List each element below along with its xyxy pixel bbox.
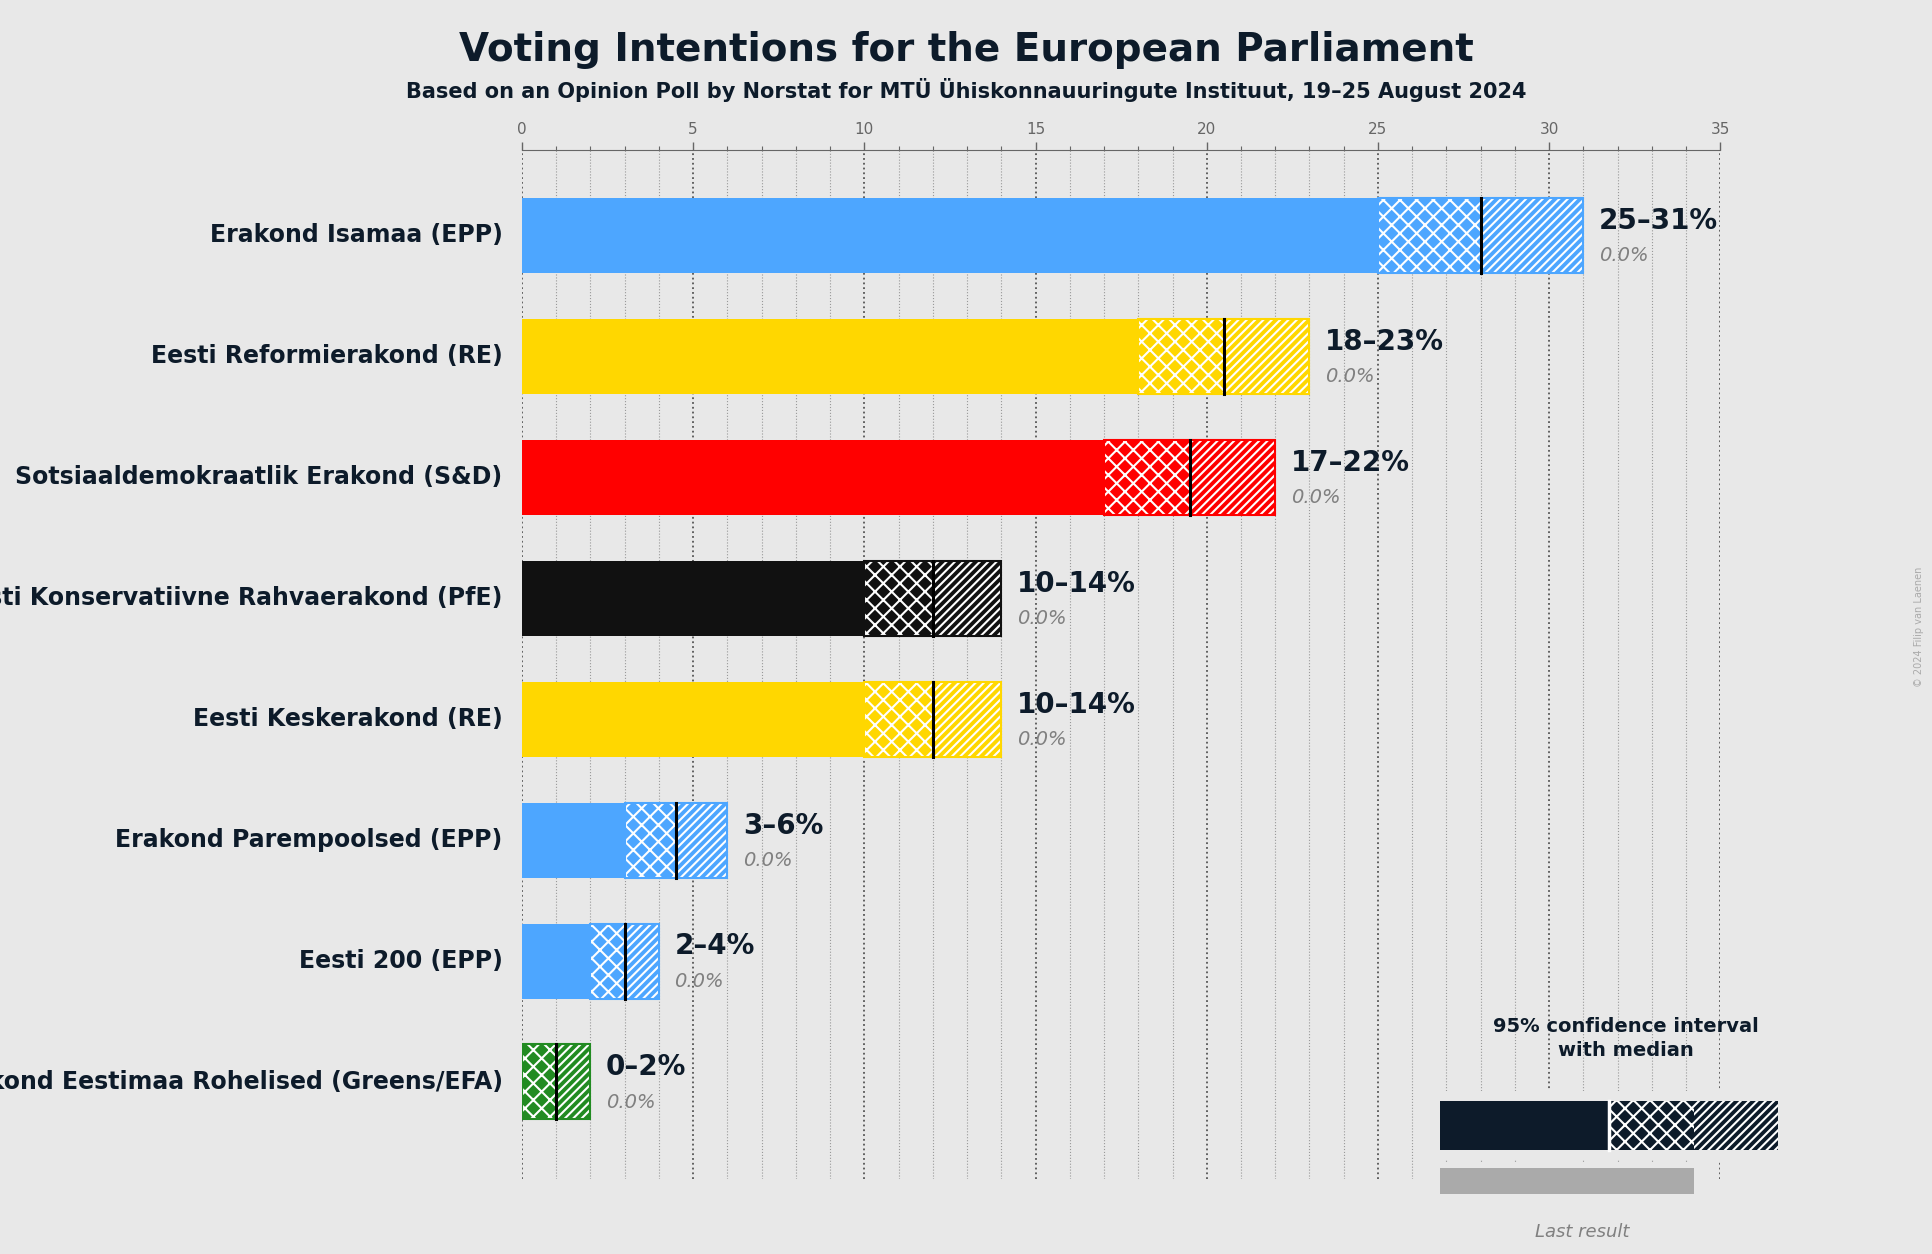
Text: 0.0%: 0.0%	[605, 1093, 655, 1112]
Text: Eesti Reformierakond (RE): Eesti Reformierakond (RE)	[151, 344, 502, 369]
Text: 0–2%: 0–2%	[605, 1053, 686, 1081]
Bar	[624, 923, 659, 998]
Bar	[1223, 319, 1308, 394]
Text: © 2024 Filip van Laenen: © 2024 Filip van Laenen	[1913, 567, 1924, 687]
Text: Voting Intentions for the European Parliament: Voting Intentions for the European Parli…	[460, 31, 1472, 69]
Bar	[1188, 440, 1275, 514]
Text: 25–31%: 25–31%	[1598, 207, 1718, 234]
Text: 0.0%: 0.0%	[1016, 730, 1066, 749]
Bar	[522, 923, 589, 998]
Text: 10–14%: 10–14%	[1016, 569, 1134, 598]
Text: 95% confidence interval
with median: 95% confidence interval with median	[1493, 1017, 1758, 1060]
Text: 0.0%: 0.0%	[1598, 246, 1648, 266]
Bar	[522, 803, 624, 878]
Bar	[1439, 1101, 1609, 1150]
Bar	[1480, 198, 1582, 272]
Bar	[1138, 319, 1223, 394]
Bar	[589, 923, 659, 998]
Bar	[522, 440, 1103, 514]
Bar	[522, 319, 1138, 394]
Bar	[864, 682, 1001, 756]
Bar	[522, 198, 1378, 272]
Bar	[556, 1045, 589, 1120]
Bar	[522, 1045, 589, 1120]
Text: Erakond Isamaa (EPP): Erakond Isamaa (EPP)	[209, 223, 502, 247]
Bar	[1138, 319, 1308, 394]
Bar	[864, 561, 933, 636]
Text: 2–4%: 2–4%	[674, 933, 753, 961]
Bar	[589, 923, 624, 998]
Text: 18–23%: 18–23%	[1323, 327, 1443, 356]
Text: 10–14%: 10–14%	[1016, 691, 1134, 719]
Text: Erakond Parempoolsed (EPP): Erakond Parempoolsed (EPP)	[116, 828, 502, 851]
Text: 17–22%: 17–22%	[1291, 449, 1408, 477]
Text: 0.0%: 0.0%	[742, 851, 792, 870]
Bar	[864, 561, 1001, 636]
Bar	[1378, 198, 1582, 272]
Text: 0.0%: 0.0%	[1291, 488, 1339, 507]
Text: Eesti Konservatiivne Rahvaerakond (PfE): Eesti Konservatiivne Rahvaerakond (PfE)	[0, 586, 502, 611]
Bar	[1378, 198, 1480, 272]
Text: 0.0%: 0.0%	[1016, 609, 1066, 628]
Text: 3–6%: 3–6%	[742, 811, 823, 839]
Bar	[1103, 440, 1275, 514]
Text: Based on an Opinion Poll by Norstat for MTÜ Ühiskonnauuringute Instituut, 19–25 : Based on an Opinion Poll by Norstat for …	[406, 78, 1526, 102]
Bar	[1439, 1167, 1692, 1194]
Bar	[624, 803, 726, 878]
Bar	[522, 1045, 556, 1120]
Bar	[1103, 440, 1188, 514]
Bar	[1609, 1101, 1692, 1150]
Text: Eesti Keskerakond (RE): Eesti Keskerakond (RE)	[193, 707, 502, 731]
Bar	[676, 803, 726, 878]
Bar	[522, 682, 864, 756]
Bar	[933, 682, 1001, 756]
Bar	[624, 803, 676, 878]
Bar	[933, 561, 1001, 636]
Text: Erakond Eestimaa Rohelised (Greens/EFA): Erakond Eestimaa Rohelised (Greens/EFA)	[0, 1070, 502, 1093]
Text: Last result: Last result	[1534, 1223, 1629, 1240]
Text: 0.0%: 0.0%	[674, 972, 723, 991]
Text: Sotsiaaldemokraatlik Erakond (S&D): Sotsiaaldemokraatlik Erakond (S&D)	[15, 465, 502, 489]
Text: Eesti 200 (EPP): Eesti 200 (EPP)	[299, 949, 502, 973]
Bar	[522, 561, 864, 636]
Bar	[1692, 1101, 1777, 1150]
Text: 0.0%: 0.0%	[1323, 367, 1374, 386]
Bar	[864, 682, 933, 756]
